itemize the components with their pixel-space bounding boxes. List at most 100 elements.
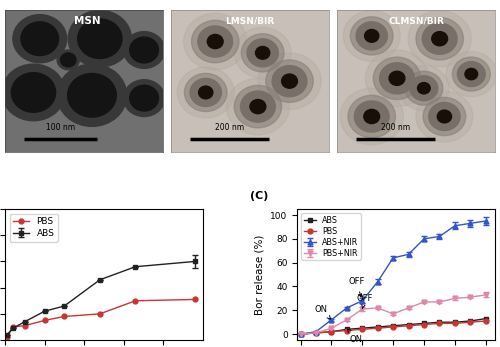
PBS bbox=[360, 327, 366, 331]
Circle shape bbox=[247, 39, 278, 67]
PBS bbox=[468, 320, 473, 324]
Circle shape bbox=[422, 23, 457, 54]
Circle shape bbox=[226, 78, 290, 135]
Circle shape bbox=[240, 91, 276, 122]
Text: ON: ON bbox=[348, 329, 363, 344]
Circle shape bbox=[130, 85, 158, 111]
Circle shape bbox=[2, 64, 65, 121]
Text: OFF: OFF bbox=[348, 278, 364, 297]
Text: OFF: OFF bbox=[356, 294, 373, 309]
PBS bbox=[390, 325, 396, 329]
Circle shape bbox=[405, 71, 443, 105]
PBS bbox=[22, 323, 28, 328]
Circle shape bbox=[198, 86, 213, 99]
PBS bbox=[4, 335, 10, 339]
Circle shape bbox=[258, 53, 321, 109]
Circle shape bbox=[198, 26, 232, 57]
PBS bbox=[421, 322, 427, 327]
Circle shape bbox=[380, 63, 414, 94]
Circle shape bbox=[13, 15, 66, 63]
Circle shape bbox=[184, 73, 227, 111]
PBS bbox=[42, 318, 48, 322]
Circle shape bbox=[184, 13, 247, 70]
Circle shape bbox=[234, 85, 281, 128]
PBS bbox=[10, 325, 16, 329]
Circle shape bbox=[354, 101, 389, 132]
Circle shape bbox=[432, 32, 448, 46]
Circle shape bbox=[364, 29, 379, 42]
Circle shape bbox=[124, 32, 164, 68]
Circle shape bbox=[418, 83, 430, 94]
Circle shape bbox=[266, 60, 313, 102]
PBS bbox=[192, 297, 198, 302]
PBS bbox=[482, 319, 488, 323]
ABS bbox=[344, 327, 350, 331]
Circle shape bbox=[348, 95, 396, 138]
Circle shape bbox=[242, 34, 284, 72]
Circle shape bbox=[356, 22, 388, 50]
Circle shape bbox=[344, 10, 400, 61]
ABS bbox=[406, 322, 411, 327]
Circle shape bbox=[366, 50, 428, 107]
Circle shape bbox=[192, 20, 239, 63]
Circle shape bbox=[57, 64, 126, 126]
Circle shape bbox=[452, 57, 490, 91]
Text: ON: ON bbox=[314, 305, 330, 319]
Circle shape bbox=[57, 50, 80, 70]
ABS bbox=[421, 321, 427, 325]
Circle shape bbox=[340, 88, 404, 145]
Circle shape bbox=[256, 46, 270, 59]
Circle shape bbox=[178, 67, 234, 118]
ABS bbox=[390, 324, 396, 328]
Circle shape bbox=[429, 102, 460, 130]
Legend: ABS, PBS, ABS+NIR, PBS+NIR: ABS, PBS, ABS+NIR, PBS+NIR bbox=[302, 213, 361, 260]
ABS bbox=[328, 330, 334, 334]
Circle shape bbox=[234, 27, 291, 78]
Circle shape bbox=[250, 100, 266, 114]
Legend: PBS, ABS: PBS, ABS bbox=[10, 214, 58, 242]
PBS bbox=[62, 314, 68, 319]
Circle shape bbox=[68, 74, 116, 117]
PBS bbox=[452, 321, 458, 325]
Circle shape bbox=[416, 91, 473, 142]
PBS bbox=[313, 331, 319, 335]
Text: CLMSN/BIR: CLMSN/BIR bbox=[388, 16, 444, 25]
Circle shape bbox=[389, 71, 405, 85]
Circle shape bbox=[208, 34, 223, 49]
Circle shape bbox=[446, 51, 496, 97]
PBS bbox=[97, 312, 103, 316]
PBS bbox=[328, 330, 334, 334]
Line: ABS: ABS bbox=[298, 316, 488, 337]
Circle shape bbox=[465, 68, 477, 80]
Text: LMSN/BIR: LMSN/BIR bbox=[226, 16, 274, 25]
ABS bbox=[482, 316, 488, 321]
Line: PBS: PBS bbox=[4, 297, 197, 340]
Circle shape bbox=[12, 73, 56, 112]
Circle shape bbox=[398, 66, 449, 111]
PBS bbox=[344, 329, 350, 333]
Circle shape bbox=[438, 110, 452, 123]
Circle shape bbox=[374, 57, 420, 100]
Circle shape bbox=[190, 78, 222, 107]
PBS bbox=[406, 324, 411, 328]
ABS bbox=[436, 320, 442, 324]
Circle shape bbox=[364, 109, 380, 124]
PBS bbox=[298, 332, 304, 336]
Circle shape bbox=[410, 76, 438, 101]
ABS bbox=[374, 325, 380, 329]
Circle shape bbox=[423, 98, 466, 136]
PBS bbox=[374, 326, 380, 330]
ABS bbox=[452, 320, 458, 324]
ABS bbox=[313, 331, 319, 335]
Circle shape bbox=[130, 37, 158, 63]
Text: 200 nm: 200 nm bbox=[381, 123, 410, 132]
Text: (C): (C) bbox=[250, 191, 268, 201]
ABS bbox=[298, 332, 304, 336]
Circle shape bbox=[124, 80, 164, 117]
PBS bbox=[436, 321, 442, 325]
Y-axis label: Bor release (%): Bor release (%) bbox=[255, 234, 265, 315]
Circle shape bbox=[350, 17, 393, 55]
Text: MSN: MSN bbox=[74, 16, 101, 26]
PBS bbox=[132, 299, 138, 303]
Circle shape bbox=[458, 62, 485, 86]
